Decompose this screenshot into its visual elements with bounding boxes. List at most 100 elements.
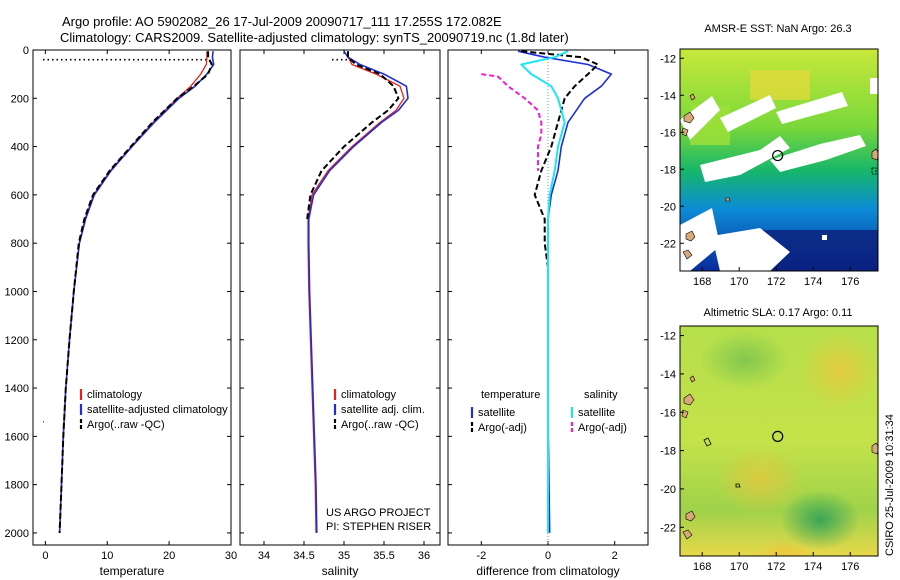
sla-map-title: Altimetric SLA: 0.17 Argo: 0.11 (704, 307, 853, 319)
x-axis-label: salinity (322, 564, 359, 578)
missing-data (712, 228, 790, 271)
x-tick-label: 30 (225, 550, 237, 562)
y-tick-label: -22 (660, 238, 676, 250)
legend-label: Argo(..raw -QC) (341, 419, 419, 431)
plot-frame (239, 49, 441, 546)
y-tick-label: -12 (660, 53, 676, 65)
project-label: US ARGO PROJECT (326, 507, 431, 519)
argo-location-marker (772, 430, 784, 442)
legend-label: satellite adj. clim. (341, 404, 425, 416)
x-tick-label: 35 (338, 550, 350, 562)
missing-data (720, 95, 776, 132)
island (685, 510, 696, 522)
sst-map-title: AMSR-E SST: NaN Argo: 26.3 (704, 23, 851, 35)
legend-label: satellite-adjusted climatology (87, 404, 228, 416)
x-tick-label: 168 (693, 276, 711, 288)
series-line-salinity-satellite (520, 50, 569, 533)
y-tick-label: -20 (660, 484, 676, 496)
y-tick-label: 1600 (5, 431, 29, 443)
series-line-temperature-argo-adj (521, 50, 599, 292)
island (689, 93, 696, 101)
legend-title: temperature (481, 389, 540, 401)
series-line-argo-raw-qc (58, 51, 213, 533)
y-tick-label: -16 (660, 127, 676, 139)
x-tick-label: 170 (730, 276, 748, 288)
sla-map-frame (679, 325, 879, 557)
x-axis-label: temperature (100, 564, 165, 578)
plot-frame (32, 49, 232, 546)
sla-high-patch (800, 330, 878, 410)
legend-label: climatology (341, 389, 397, 401)
sla-high-patch (755, 540, 815, 556)
x-axis-label: difference from climatology (476, 564, 619, 578)
x-tick-label: 174 (804, 276, 822, 288)
sst-map-frame (679, 48, 879, 272)
sla-low-patch (700, 330, 790, 390)
missing-data (870, 78, 878, 94)
x-tick-label: 2 (612, 550, 618, 562)
island (682, 249, 693, 260)
island (683, 111, 695, 124)
x-tick-label: 176 (841, 561, 859, 573)
missing-data (680, 96, 720, 140)
y-tick-label: -14 (660, 90, 676, 102)
missing-data (822, 235, 827, 240)
sla-high-patch (715, 445, 805, 515)
figure-title-line2: Climatology: CARS2009. Satellite-adjuste… (60, 30, 569, 45)
legend-label: Argo(-adj) (478, 422, 527, 434)
y-tick-label: -16 (660, 407, 676, 419)
y-tick-label: 200 (11, 93, 29, 105)
sla-map: Altimetric SLA: 0.17 Argo: 0.11 168 170 17… (660, 307, 879, 573)
x-tick-label: 10 (101, 550, 113, 562)
y-tick-label: -18 (660, 446, 676, 458)
island (685, 230, 696, 242)
x-tick-label: 170 (730, 561, 748, 573)
y-tick-label: -22 (660, 522, 676, 534)
y-tick-label: 2000 (5, 528, 29, 540)
x-tick-label: 34 (258, 550, 270, 562)
pi-label: PI: STEPHEN RISER (326, 521, 431, 533)
island (735, 483, 741, 488)
legend-label: Argo(..raw -QC) (87, 419, 165, 431)
x-tick-label: 172 (767, 276, 785, 288)
island (689, 375, 696, 383)
y-tick-label: 1800 (5, 480, 29, 492)
x-tick-label: 20 (163, 550, 175, 562)
y-tick-label: 0 (23, 45, 29, 57)
x-tick-label: 174 (804, 561, 822, 573)
legend-label: satellite (478, 407, 515, 419)
missing-data (776, 92, 848, 124)
x-tick-label: 176 (841, 276, 859, 288)
island (683, 393, 695, 406)
sla-map-axes: 168 170 172 174 176 -12 -14 -16 -18 -20 -22 (660, 331, 859, 573)
island (871, 442, 878, 455)
island (871, 167, 877, 175)
y-tick-label: 400 (11, 142, 29, 154)
island (871, 148, 878, 161)
y-tick-label: -12 (660, 331, 676, 343)
island (725, 197, 731, 202)
difference-panel: -2 0 2 difference from climatology temperatu… (447, 49, 649, 578)
legend-label: satellite (578, 407, 615, 419)
sst-warm-patch (750, 70, 810, 100)
y-tick-label: 1000 (5, 286, 29, 298)
missing-data (770, 135, 866, 172)
y-tick-label: -20 (660, 201, 676, 213)
legend-label: Argo(-adj) (578, 422, 627, 434)
x-tick-label: 172 (767, 561, 785, 573)
y-tick-label: 1400 (5, 383, 29, 395)
argo-location-marker (772, 149, 784, 162)
island (682, 529, 693, 540)
sst-map: AMSR-E SST: NaN Argo: 26.3 (660, 23, 879, 288)
side-credit: CSIRO 25-Jul-2009 10:31:34 (884, 414, 896, 556)
figure-title-line1: Argo profile: AO 5902082_26 17-Jul-2009 … (62, 14, 502, 29)
y-tick-label: -18 (660, 164, 676, 176)
x-tick-label: 0 (545, 550, 551, 562)
x-tick-label: -2 (476, 550, 486, 562)
y-tick-label: 800 (11, 238, 29, 250)
missing-data (700, 136, 790, 182)
legend-title: salinity (584, 389, 618, 401)
temperature-panel: 0 10 20 30 temperature 0 200 400 600 800 1000 1200 1… (5, 45, 238, 578)
sst-map-axes: 168 170 172 174 176 -12 -14 -16 -18 -20 -22 (660, 53, 859, 288)
